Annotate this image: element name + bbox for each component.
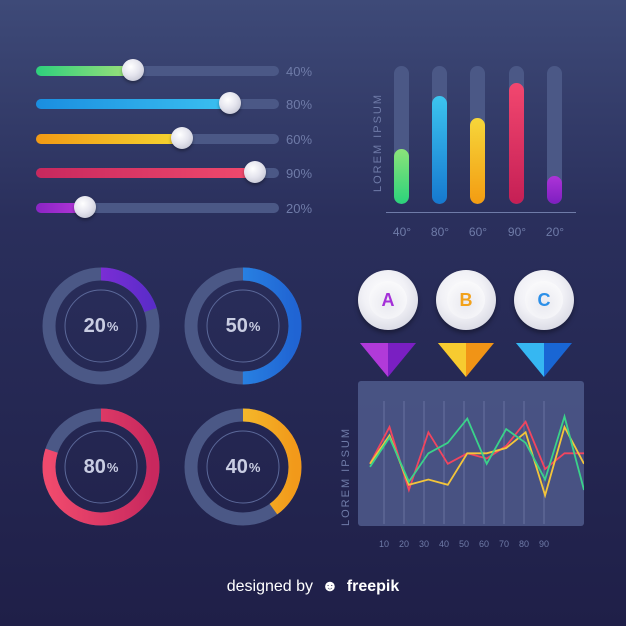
x-tick-label: 90 [538,539,549,549]
donut-chart: 40% [184,408,302,526]
slider-handle[interactable] [73,196,96,218]
slider-fill [36,168,255,178]
donut-value-number: 20 [83,314,106,337]
bar-tick-label: 90° [507,225,527,239]
bar-tick-label: 60° [468,225,488,239]
slider-value-label: 20% [286,201,313,216]
arrow-highlight [516,343,544,377]
donut-value-unit: % [106,318,119,334]
slider-value-label: 80% [286,97,313,112]
x-tick-label: 60 [478,539,489,549]
x-tick-label: 70 [498,539,509,549]
arrow-highlight [438,343,466,377]
slider-fill [36,66,134,76]
slider[interactable]: 20% [36,196,336,218]
footer-brand: freepik [346,578,400,595]
option-b-button[interactable]: B [436,270,496,330]
slider-fill [36,203,85,213]
donut-value-number: 80 [83,455,106,478]
donut-chart: 50% [184,267,302,385]
option-c-button[interactable]: C [514,270,574,330]
donut-arc [184,267,302,385]
slider-track[interactable] [36,66,279,76]
bar-track [470,66,485,204]
donut-inner-ring [64,289,138,363]
x-tick-label: 80 [518,539,529,549]
slider-value-label: 40% [286,64,313,79]
donut-value: 50% [184,267,302,385]
donut-chart: 80% [42,408,160,526]
donut-value-unit: % [248,459,261,475]
option-letter: C [525,281,563,319]
donut-value: 20% [42,267,160,385]
bar-tick-label: 20° [545,225,565,239]
option-letter: B [447,281,485,319]
option-a-button[interactable]: A [358,270,418,330]
slider-handle[interactable] [219,92,242,114]
slider[interactable]: 90% [36,161,336,183]
down-arrow-icon[interactable] [436,343,496,377]
bar-chart-baseline [386,212,576,213]
donut-value-number: 40 [225,455,248,478]
slider[interactable]: 60% [36,127,336,149]
donut-arc [42,267,160,385]
slider-value-label: 90% [286,166,313,181]
slider-handle[interactable] [170,127,193,149]
donut-ring [42,267,160,385]
donut-ring [184,408,302,526]
bar-track [394,66,409,204]
slider-handle[interactable] [243,161,266,183]
freepik-logo-icon: ☻ [321,578,339,595]
bar [394,148,409,204]
donut-inner-ring [206,289,280,363]
x-tick-label: 30 [418,539,429,549]
bar [547,176,562,204]
down-arrow-icon[interactable] [514,343,574,377]
donut-value-unit: % [248,318,261,334]
line-series [369,413,584,491]
bar-track [432,66,447,204]
line-series [369,424,584,499]
down-arrow-icon[interactable] [358,343,418,377]
bar-track [547,66,562,204]
donut-arc [184,408,302,526]
x-tick-label: 50 [458,539,469,549]
footer-prefix: designed by [226,578,314,595]
slider[interactable]: 40% [36,59,336,81]
donut-value: 80% [42,408,160,526]
donut-value: 40% [184,408,302,526]
slider[interactable]: 80% [36,92,336,114]
bar [432,96,447,204]
x-tick-label: 40 [438,539,449,549]
slider-handle[interactable] [122,59,145,81]
donut-inner-ring [206,430,280,504]
line-chart-plot [369,401,584,524]
donut-value-unit: % [106,459,119,475]
arrow-highlight [360,343,388,377]
bar [509,82,524,204]
slider-fill [36,134,182,144]
bar-chart-axis-label: LOREM IPSUM [372,92,384,192]
slider-track[interactable] [36,203,279,213]
footer-credit: designed by ☻ freepik [0,578,626,596]
slider-value-label: 60% [286,132,313,147]
option-letter: A [369,281,407,319]
bar-track [509,66,524,204]
bar-tick-label: 80° [430,225,450,239]
slider-fill [36,99,231,109]
donut-arc [42,408,160,526]
x-tick-label: 10 [378,539,389,549]
x-tick-label: 20 [398,539,409,549]
line-chart-axis-label: LOREM IPSUM [340,426,352,526]
donut-chart: 20% [42,267,160,385]
donut-ring [42,408,160,526]
bar-tick-label: 40° [392,225,412,239]
donut-ring [184,267,302,385]
bar [470,118,485,204]
donut-value-number: 50 [225,314,248,337]
donut-inner-ring [64,430,138,504]
